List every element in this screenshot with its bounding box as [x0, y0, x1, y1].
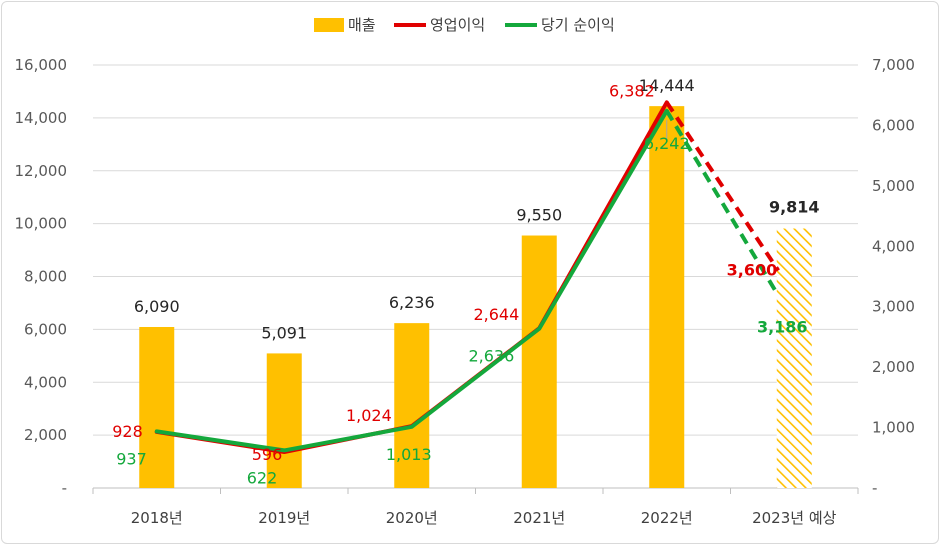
operating-profit-label: 1,024: [346, 406, 392, 425]
y-left-tick-label: 8,000: [24, 268, 67, 286]
sales-data-label: 6,236: [389, 293, 435, 312]
legend-label: 당기 순이익: [541, 16, 615, 34]
y-left-tick-label: 2,000: [24, 426, 67, 444]
net-income-label: 3,186: [757, 317, 808, 336]
axes: - 2,000 4,000 6,000 8,000 10,000 12,000 14,000 1…: [15, 56, 915, 527]
sales-data-label: 5,091: [261, 323, 307, 342]
operating-profit-label: 2,644: [473, 305, 519, 324]
y-left-tick-label: 14,000: [15, 109, 68, 127]
sales-data-label: 9,814: [769, 198, 820, 217]
sales-data-label: 14,444: [639, 76, 695, 95]
bars: [139, 106, 812, 489]
series-line-forecast: [665, 101, 780, 272]
legend: 매출 영업이익 당기 순이익: [314, 16, 615, 34]
bar: [649, 106, 685, 488]
operating-profit-label: 928: [112, 422, 143, 441]
y-right-tick-label: 5,000: [872, 177, 915, 195]
category-label: 2018년: [131, 509, 183, 527]
net-income-label: 937: [116, 449, 147, 468]
bar-forecast: [776, 228, 812, 489]
category-label: 2020년: [386, 509, 438, 527]
net-income-label: 2,636: [468, 347, 514, 366]
legend-label: 매출: [348, 16, 376, 34]
y-right-tick-label: 7,000: [872, 56, 915, 74]
y-right-tick-label: 2,000: [872, 358, 915, 376]
category-label: 2023년 예상: [752, 509, 837, 527]
y-left-tick-label: 4,000: [24, 373, 67, 391]
category-label: 2022년: [641, 509, 693, 527]
net-income-label: 6,242: [644, 134, 690, 153]
legend-label: 영업이익: [430, 16, 485, 34]
gridlines: [93, 64, 858, 436]
net-income-label: 1,013: [386, 445, 432, 464]
sales-data-label: 6,090: [134, 297, 180, 316]
data-labels: 6,090 5,091 6,236 9,550 14,444 9,814 928 596 1,0…: [112, 76, 819, 487]
lines: [154, 100, 780, 454]
y-right-tick-label: 3,000: [872, 298, 915, 316]
bar: [139, 326, 175, 488]
legend-bar-swatch: [314, 18, 344, 32]
series-line: [154, 108, 669, 453]
bar: [266, 353, 302, 488]
sales-data-label: 9,550: [516, 206, 562, 225]
y-right-tick-label: 4,000: [872, 237, 915, 255]
operating-profit-label: 3,600: [727, 260, 778, 279]
bar: [394, 323, 430, 488]
y-left-tick-label: 16,000: [15, 56, 68, 74]
net-income-label: 622: [247, 468, 278, 487]
y-right-tick-label: 6,000: [872, 116, 915, 134]
y-left-tick-label: 12,000: [15, 162, 68, 180]
category-label: 2021년: [513, 509, 565, 527]
y-right-tick-label: 1,000: [872, 419, 915, 437]
category-label: 2019년: [258, 509, 310, 527]
operating-profit-label: 596: [252, 445, 283, 464]
bar: [521, 235, 557, 488]
y-left-tick-label: -: [62, 479, 67, 497]
y-left-tick-label: 10,000: [15, 215, 68, 233]
operating-profit-label: 6,382: [609, 81, 655, 100]
y-right-tick-label: -: [872, 479, 877, 497]
y-left-tick-label: 6,000: [24, 320, 67, 338]
